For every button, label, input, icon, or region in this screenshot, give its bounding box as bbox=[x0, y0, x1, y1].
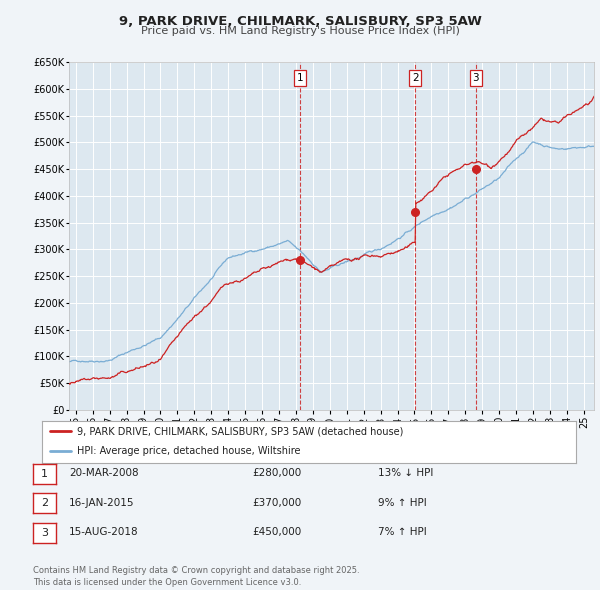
Text: 16-JAN-2015: 16-JAN-2015 bbox=[69, 498, 134, 507]
Text: 1: 1 bbox=[41, 469, 48, 478]
Text: 9% ↑ HPI: 9% ↑ HPI bbox=[378, 498, 427, 507]
Text: 9, PARK DRIVE, CHILMARK, SALISBURY, SP3 5AW (detached house): 9, PARK DRIVE, CHILMARK, SALISBURY, SP3 … bbox=[77, 427, 403, 436]
Text: Price paid vs. HM Land Registry's House Price Index (HPI): Price paid vs. HM Land Registry's House … bbox=[140, 26, 460, 36]
Text: 2: 2 bbox=[41, 499, 48, 508]
Text: Contains HM Land Registry data © Crown copyright and database right 2025.
This d: Contains HM Land Registry data © Crown c… bbox=[33, 566, 359, 587]
Text: £450,000: £450,000 bbox=[252, 527, 301, 537]
Text: 13% ↓ HPI: 13% ↓ HPI bbox=[378, 468, 433, 478]
Text: HPI: Average price, detached house, Wiltshire: HPI: Average price, detached house, Wilt… bbox=[77, 446, 300, 456]
Text: £280,000: £280,000 bbox=[252, 468, 301, 478]
Text: 1: 1 bbox=[296, 73, 303, 83]
Text: 7% ↑ HPI: 7% ↑ HPI bbox=[378, 527, 427, 537]
Text: 20-MAR-2008: 20-MAR-2008 bbox=[69, 468, 139, 478]
Text: 3: 3 bbox=[472, 73, 479, 83]
Text: 2: 2 bbox=[412, 73, 418, 83]
Text: 3: 3 bbox=[41, 528, 48, 537]
Text: 9, PARK DRIVE, CHILMARK, SALISBURY, SP3 5AW: 9, PARK DRIVE, CHILMARK, SALISBURY, SP3 … bbox=[119, 15, 481, 28]
Text: 15-AUG-2018: 15-AUG-2018 bbox=[69, 527, 139, 537]
Text: £370,000: £370,000 bbox=[252, 498, 301, 507]
